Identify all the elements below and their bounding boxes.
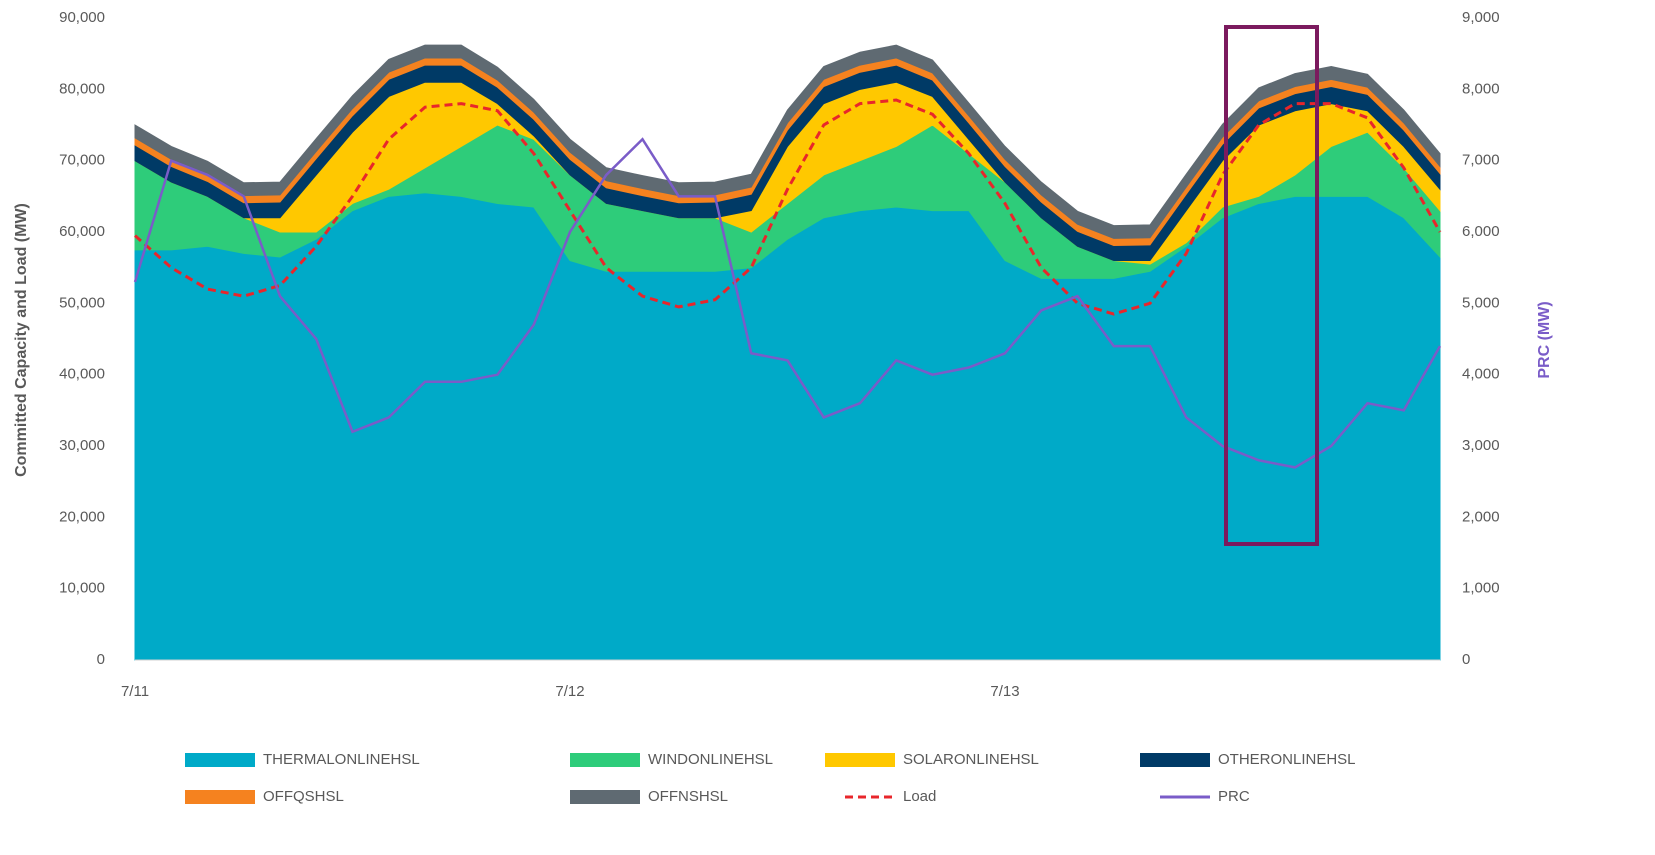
legend-label: OFFQSHSL	[263, 788, 344, 805]
area	[134, 44, 1441, 239]
y2-tick-label: 7,000	[1462, 152, 1500, 169]
y-tick-label: 80,000	[59, 80, 105, 97]
y-tick-label: 0	[97, 651, 105, 668]
legend-label: OTHERONLINEHSL	[1218, 751, 1356, 768]
x-tick-label: 7/13	[990, 683, 1019, 700]
y-tick-label: 30,000	[59, 437, 105, 454]
legend-swatch	[570, 790, 640, 804]
y2-tick-label: 4,000	[1462, 366, 1500, 383]
y2-tick-label: 0	[1462, 651, 1470, 668]
y2-tick-label: 1,000	[1462, 580, 1500, 597]
y2-tick-label: 8,000	[1462, 80, 1500, 97]
y-tick-label: 60,000	[59, 223, 105, 240]
legend-swatch	[185, 790, 255, 804]
y-tick-label: 20,000	[59, 508, 105, 525]
y2-tick-label: 9,000	[1462, 9, 1500, 26]
legend-label: PRC	[1218, 788, 1250, 805]
y-tick-label: 10,000	[59, 580, 105, 597]
legend-swatch	[185, 753, 255, 767]
line	[133, 137, 1442, 469]
y-tick-label: 70,000	[59, 152, 105, 169]
legend-swatch	[825, 753, 895, 767]
y2-axis-title: PRC (MW)	[1536, 301, 1553, 378]
y-axis-title: Committed Capacity and Load (MW)	[13, 203, 30, 477]
legend-label: THERMALONLINEHSL	[263, 751, 420, 768]
x-tick-label: 7/11	[121, 683, 149, 700]
line	[134, 98, 1442, 316]
area	[134, 192, 1441, 661]
legend-label: Load	[903, 788, 936, 805]
y2-tick-label: 3,000	[1462, 437, 1500, 454]
plot-area	[133, 44, 1442, 661]
legend-swatch	[1140, 753, 1210, 767]
y2-tick-label: 5,000	[1462, 294, 1500, 311]
legend-label: SOLARONLINEHSL	[903, 751, 1039, 768]
x-tick-label: 7/12	[555, 683, 584, 700]
y2-tick-label: 6,000	[1462, 223, 1500, 240]
y2-tick-label: 2,000	[1462, 508, 1500, 525]
y-tick-label: 90,000	[59, 9, 105, 26]
legend-swatch	[570, 753, 640, 767]
y-tick-label: 40,000	[59, 366, 105, 383]
y-tick-label: 50,000	[59, 294, 105, 311]
highlight-box	[1224, 25, 1319, 546]
legend-label: OFFNSHSL	[648, 788, 728, 805]
legend-label: WINDONLINEHSL	[648, 751, 773, 768]
